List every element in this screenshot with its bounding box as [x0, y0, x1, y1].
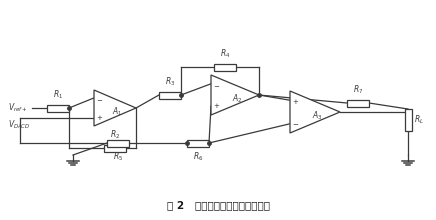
Bar	[214, 64, 236, 70]
Text: $-$: $-$	[293, 119, 300, 125]
Text: $A_2$: $A_2$	[232, 93, 242, 105]
Text: $R_5$: $R_5$	[113, 150, 123, 163]
Text: $R_L$: $R_L$	[414, 114, 424, 126]
Bar	[405, 109, 412, 131]
Text: $-$: $-$	[96, 96, 104, 102]
Bar	[47, 104, 69, 112]
Bar	[187, 139, 209, 147]
Text: $+$: $+$	[213, 101, 221, 110]
Polygon shape	[94, 90, 136, 126]
Text: $R_1$: $R_1$	[53, 88, 63, 101]
Bar	[159, 92, 181, 99]
Text: $R_4$: $R_4$	[220, 48, 230, 60]
Text: $R_6$: $R_6$	[193, 150, 203, 163]
Polygon shape	[211, 75, 259, 115]
Text: $V_{DACD}$: $V_{DACD}$	[8, 119, 31, 131]
Text: $-$: $-$	[214, 82, 221, 88]
Text: $R_3$: $R_3$	[165, 75, 175, 88]
Text: $V_{ref+}$: $V_{ref+}$	[8, 102, 27, 114]
Text: $R_7$: $R_7$	[353, 84, 363, 96]
Polygon shape	[290, 91, 340, 133]
Text: $+$: $+$	[293, 97, 300, 106]
Bar	[107, 139, 129, 147]
Text: $A_1$: $A_1$	[112, 106, 122, 118]
Text: $R_2$: $R_2$	[110, 128, 120, 141]
Bar	[104, 145, 126, 152]
Text: $+$: $+$	[96, 112, 104, 121]
Text: $A_3$: $A_3$	[312, 110, 322, 122]
Text: 图 2   压控双相恒流刺激产生电路: 图 2 压控双相恒流刺激产生电路	[167, 200, 269, 210]
Bar	[347, 99, 369, 106]
